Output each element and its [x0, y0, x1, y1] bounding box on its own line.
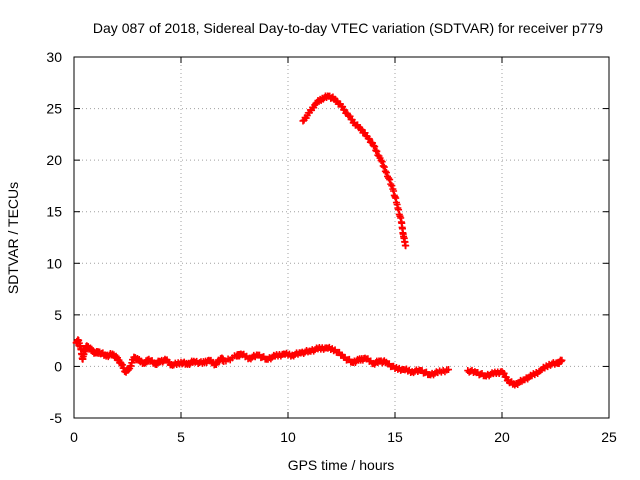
x-tick-label: 0 [70, 429, 78, 445]
data-point [373, 147, 381, 155]
chart-title: Day 087 of 2018, Sidereal Day-to-day VTE… [93, 20, 603, 36]
data-point [402, 242, 410, 250]
data-point [382, 169, 390, 177]
x-tick-label: 5 [177, 429, 185, 445]
data-point [372, 146, 380, 154]
x-tick-labels: 0 5 10 15 20 25 [70, 429, 617, 445]
data-point [445, 366, 452, 374]
y-tick-label: 15 [46, 204, 62, 220]
x-tick-label: 20 [494, 429, 510, 445]
y-tick-label: 10 [46, 255, 62, 271]
data-point [558, 356, 566, 364]
data-point [378, 158, 386, 166]
y-tick-label: -5 [50, 410, 63, 426]
x-tick-label: 15 [387, 429, 403, 445]
data-point [370, 142, 378, 150]
y-tick-label: 30 [46, 49, 62, 65]
axis-ticks [73, 56, 610, 419]
data-point [379, 162, 387, 170]
data-points [72, 92, 566, 389]
y-tick-labels: -5 0 5 10 15 20 25 30 [46, 49, 62, 426]
x-tick-label: 25 [601, 429, 617, 445]
series-group [72, 336, 566, 389]
data-point [388, 182, 396, 190]
y-tick-label: 25 [46, 101, 62, 117]
data-point [502, 373, 510, 381]
data-point [365, 135, 373, 143]
x-tick-label: 10 [280, 429, 296, 445]
y-tick-label: 5 [54, 307, 62, 323]
data-point [500, 369, 508, 377]
data-point [371, 143, 379, 151]
data-point [377, 156, 385, 164]
plot-frame [73, 56, 610, 419]
data-point [386, 176, 394, 184]
data-point [380, 163, 388, 171]
x-axis-label: GPS time / hours [288, 457, 395, 473]
y-tick-label: 20 [46, 152, 62, 168]
data-point [381, 167, 389, 175]
series-group [299, 92, 410, 250]
y-tick-label: 0 [54, 358, 62, 374]
y-axis-label: SDTVAR / TECUs [5, 182, 21, 294]
